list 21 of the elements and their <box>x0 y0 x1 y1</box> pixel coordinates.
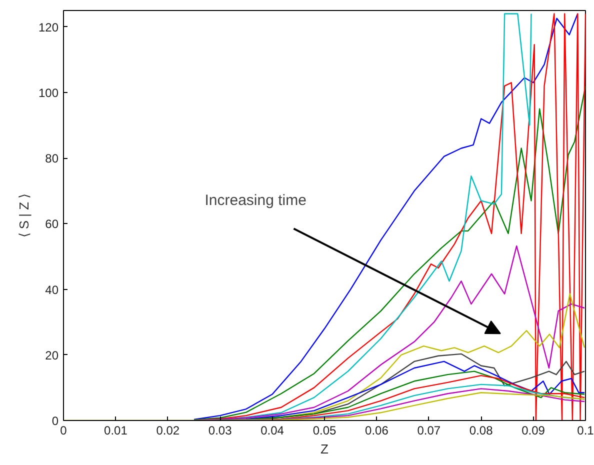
y-tick-label: 20 <box>45 348 59 362</box>
y-tick-label: 120 <box>38 20 59 34</box>
x-tick-label: 0.07 <box>417 424 441 438</box>
x-tick-label: 0.04 <box>260 424 284 438</box>
x-tick-label: 0.03 <box>208 424 232 438</box>
y-axis-title: ⟨ S | Z ⟩ <box>16 193 32 238</box>
x-tick-label: 0 <box>60 424 68 438</box>
x-tick-label: 0.02 <box>156 424 180 438</box>
annotation: Increasing time <box>204 192 306 209</box>
y-tick-label: 60 <box>45 217 59 232</box>
x-axis-title: Z <box>320 442 329 456</box>
y-tick-label: 100 <box>38 86 59 100</box>
x-tick-label: 0.09 <box>522 424 546 438</box>
x-tick-label: 0.05 <box>312 424 337 438</box>
x-tick-label: 0.08 <box>469 424 494 438</box>
y-tick-label: 0 <box>52 414 59 428</box>
x-tick-label: 0.06 <box>365 424 389 438</box>
y-tick-label: 80 <box>45 152 59 166</box>
y-tick-label: 40 <box>45 282 59 297</box>
x-tick-label: 0.01 <box>104 424 128 438</box>
x-tick-label: 0.1 <box>577 424 594 438</box>
